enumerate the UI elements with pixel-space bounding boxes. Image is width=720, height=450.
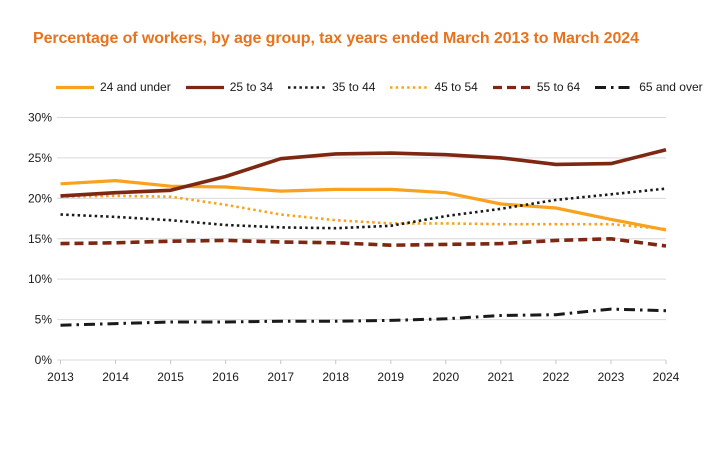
chart-title: Percentage of workers, by age group, tax… bbox=[33, 30, 639, 47]
x-tick-label: 2016 bbox=[212, 370, 239, 384]
series-line-24-and-under bbox=[60, 179, 667, 232]
legend-label: 55 to 64 bbox=[536, 80, 581, 94]
x-tick-label: 2015 bbox=[157, 370, 184, 384]
legend-swatch-25-to-34-icon bbox=[185, 84, 225, 91]
legend-label: 45 to 54 bbox=[434, 80, 478, 94]
legend-item-24-and-under: 24 and under bbox=[55, 80, 171, 94]
series-line-45-to-54 bbox=[60, 194, 667, 231]
legend-item-55-to-64: 55 to 64 bbox=[492, 80, 580, 94]
legend-item-65-and-over: 65 and over bbox=[594, 80, 703, 94]
legend-swatch-65-and-over-icon bbox=[594, 84, 634, 91]
legend-label: 25 to 34 bbox=[229, 80, 274, 94]
series-line-55-to-64 bbox=[60, 237, 667, 248]
legend-item-35-to-44: 35 to 44 bbox=[287, 80, 375, 94]
series-line-25-to-34 bbox=[60, 148, 667, 198]
y-tick-label: 5% bbox=[35, 313, 53, 327]
legend-item-45-to-54: 45 to 54 bbox=[389, 80, 478, 94]
x-tick-label: 2020 bbox=[432, 370, 459, 384]
x-tick-label: 2019 bbox=[377, 370, 404, 384]
x-tick-label: 2013 bbox=[47, 370, 74, 384]
x-tick-label: 2017 bbox=[267, 370, 294, 384]
legend-swatch-35-to-44-icon bbox=[287, 84, 327, 91]
legend-item-25-to-34: 25 to 34 bbox=[185, 80, 273, 94]
y-tick-label: 25% bbox=[28, 151, 52, 165]
series-line-35-to-44 bbox=[60, 187, 667, 230]
legend-swatch-55-to-64-icon bbox=[492, 84, 532, 91]
y-tick-label: 30% bbox=[28, 111, 52, 125]
x-tick-label: 2024 bbox=[653, 370, 680, 384]
legend-label: 24 and under bbox=[100, 80, 171, 94]
x-tick-label: 2022 bbox=[543, 370, 570, 384]
y-tick-label: 20% bbox=[28, 191, 52, 205]
chart-legend: 24 and under 25 to 34 35 to 44 45 to 54 … bbox=[55, 80, 703, 94]
legend-label: 35 to 44 bbox=[332, 80, 376, 94]
x-tick-label: 2018 bbox=[322, 370, 349, 384]
series-line-65-and-over bbox=[60, 307, 667, 327]
x-tick-label: 2023 bbox=[598, 370, 625, 384]
legend-swatch-24-and-under-icon bbox=[55, 84, 95, 91]
y-tick-label: 10% bbox=[28, 272, 52, 286]
x-tick-label: 2014 bbox=[102, 370, 129, 384]
legend-label: 65 and over bbox=[639, 80, 703, 94]
y-tick-label: 0% bbox=[35, 353, 53, 367]
legend-swatch-45-to-54-icon bbox=[389, 84, 429, 91]
x-tick-label: 2021 bbox=[488, 370, 515, 384]
y-tick-label: 15% bbox=[28, 232, 52, 246]
